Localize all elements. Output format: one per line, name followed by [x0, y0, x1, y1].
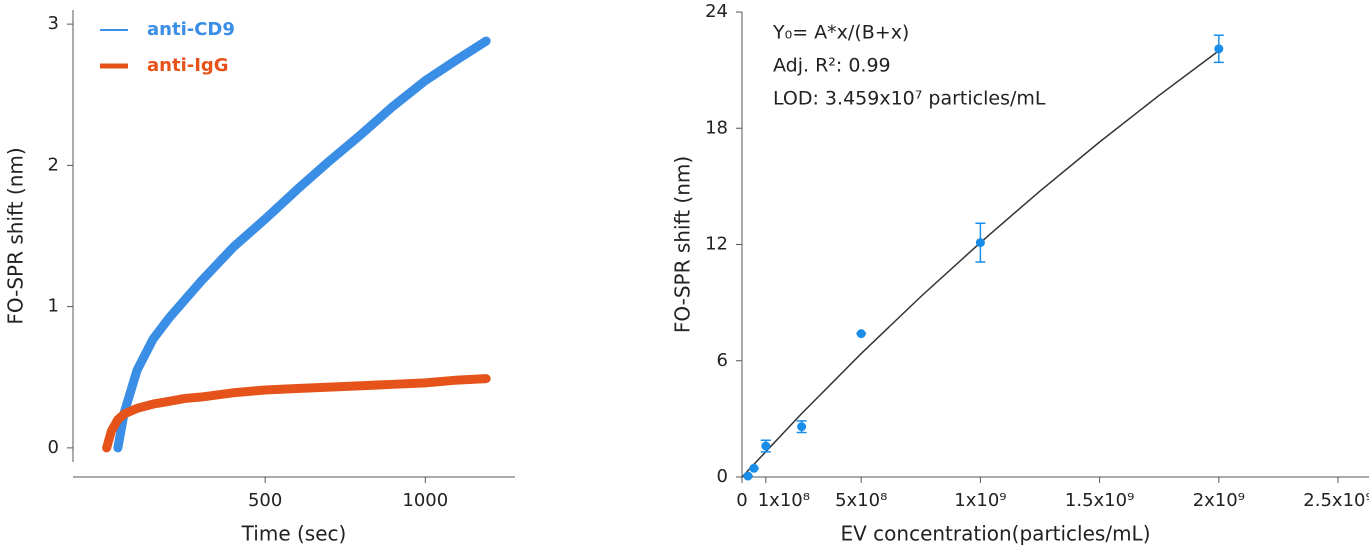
data-point — [749, 463, 759, 473]
y-tick-label: 0 — [48, 437, 59, 458]
y-tick-label: 12 — [705, 234, 728, 255]
x-tick-label: 5x10⁸ — [835, 490, 887, 511]
data-point — [856, 329, 866, 339]
x-tick-label: 1.5x10⁹ — [1065, 490, 1134, 511]
series-line — [113, 36, 491, 453]
x-tick-label: 2x10⁹ — [1193, 490, 1245, 511]
y-tick-label: 18 — [705, 117, 728, 138]
y-tick-label: 2 — [48, 154, 59, 175]
data-point — [761, 441, 771, 451]
legend-label: anti-CD9 — [147, 19, 235, 40]
annotation: LOD: 3.459x10⁷ particles/mL — [773, 88, 1046, 110]
x-axis-label: Time (sec) — [241, 522, 347, 546]
x-tick-label: 1000 — [402, 490, 448, 511]
data-point — [975, 238, 985, 248]
y-tick-label: 24 — [705, 1, 728, 22]
annotation: Y₀= A*x/(B+x) — [772, 22, 909, 44]
y-tick-label: 6 — [717, 350, 728, 371]
y-axis-label: FO-SPR shift (nm) — [671, 156, 695, 333]
annotation: Adj. R²: 0.99 — [773, 55, 891, 77]
y-tick-label: 0 — [717, 466, 728, 487]
data-point — [797, 422, 807, 432]
fit-line — [741, 50, 1220, 478]
x-tick-label: 1x10⁹ — [954, 490, 1006, 511]
legend-label: anti-IgG — [147, 55, 229, 76]
data-point — [743, 471, 753, 481]
x-axis-label: EV concentration(particles/mL) — [840, 522, 1150, 546]
x-tick-label: 2.5x10⁹ — [1303, 490, 1369, 511]
x-tick-label: 0 — [736, 490, 747, 511]
y-tick-label: 1 — [48, 296, 59, 317]
x-tick-label: 1x10⁸ — [758, 490, 810, 511]
x-tick-label: 500 — [248, 490, 282, 511]
data-point — [1214, 44, 1224, 54]
y-tick-label: 3 — [48, 13, 59, 34]
y-axis-label: FO-SPR shift (nm) — [4, 147, 28, 324]
series-line — [102, 374, 491, 453]
